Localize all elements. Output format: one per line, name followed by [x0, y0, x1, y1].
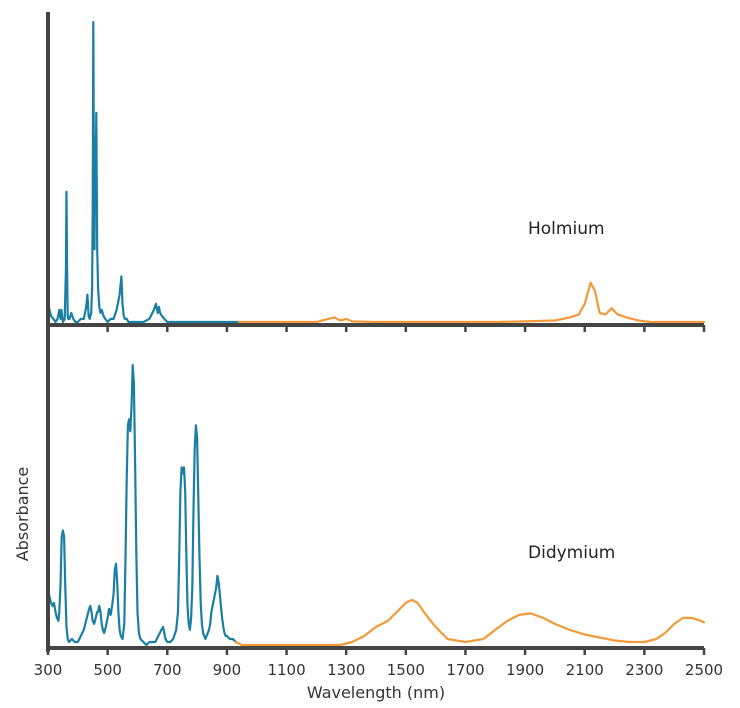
x-tick-label: 300	[34, 661, 63, 679]
x-tick-label: 2100	[566, 661, 604, 679]
holmium-series-group	[46, 20, 706, 324]
x-tick-label: 700	[153, 661, 182, 679]
holmium-panel: Holmium	[46, 20, 706, 332]
x-tick-label: 1700	[446, 661, 484, 679]
x-tick-label: 900	[213, 661, 242, 679]
x-tick-label: 1100	[267, 661, 305, 679]
x-tick-label: 2500	[685, 661, 723, 679]
x-tick-label: 1500	[387, 661, 425, 679]
x-tick-label: 500	[93, 661, 122, 679]
didymium-visible-line	[46, 364, 237, 647]
didymium-panel: Didymium	[46, 364, 706, 655]
didymium-series-group	[46, 364, 706, 647]
x-tick-labels: 300 500 700 900 1100 1300 1500 1700 1900 2100 2300…	[34, 661, 723, 679]
series-label-didymium: Didymium	[528, 543, 615, 563]
didymium-x-ticks	[46, 648, 706, 655]
x-axis-label: Wavelength (nm)	[307, 683, 445, 702]
series-label-holmium: Holmium	[528, 219, 605, 239]
holmium-visible-line	[46, 20, 240, 324]
x-tick-label: 2300	[625, 661, 663, 679]
x-tick-label: 1300	[327, 661, 365, 679]
x-tick-label: 1900	[506, 661, 544, 679]
didymium-nir-line	[234, 598, 706, 647]
y-axis-label: Absorbance	[13, 467, 32, 562]
holmium-nir-line	[237, 281, 706, 324]
holmium-x-ticks	[46, 325, 706, 332]
